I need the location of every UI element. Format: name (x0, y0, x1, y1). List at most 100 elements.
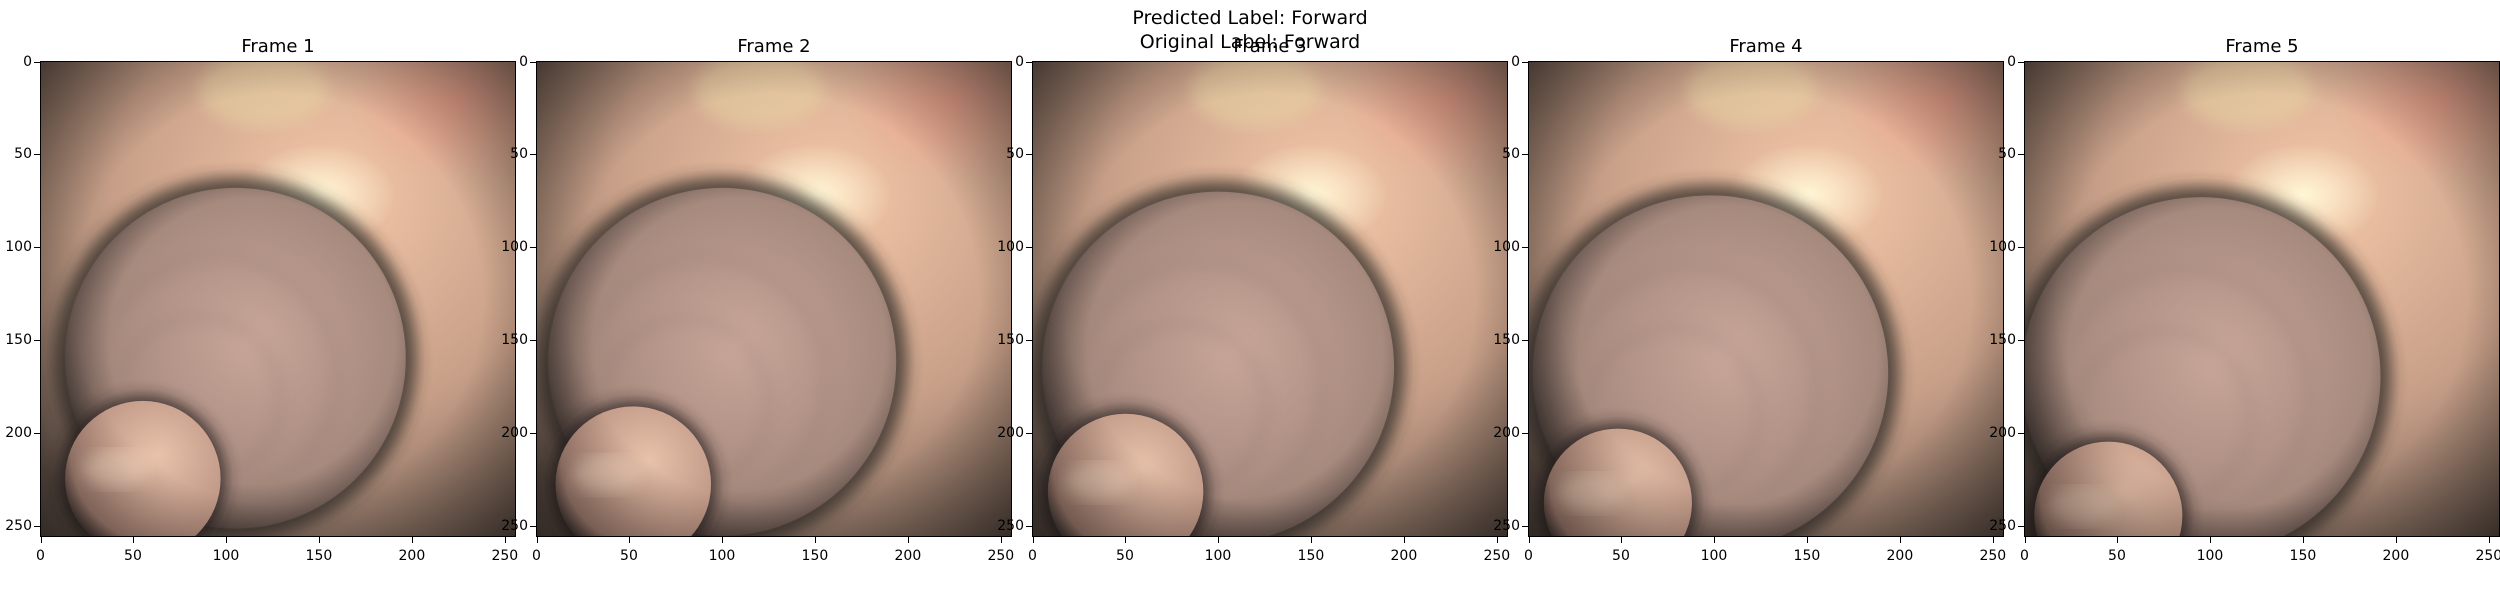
y-tick-label: 100 (1989, 238, 2016, 255)
frame-title: Frame 3 (1233, 36, 1307, 57)
y-tick-mark (1026, 153, 1032, 155)
x-tick-mark (2116, 537, 2118, 543)
x-tick-label: 100 (2196, 548, 2224, 564)
frame-image (2024, 61, 2500, 537)
y-tick-mark (1026, 246, 1032, 248)
x-tick-label: 150 (2289, 548, 2317, 564)
frame-image (1032, 61, 1508, 537)
endoscopy-frame (537, 62, 1011, 536)
y-tick-label: 0 (2007, 53, 2016, 70)
y-tick-mark (34, 153, 40, 155)
x-tick-label: 200 (894, 548, 922, 564)
y-tick-mark (1522, 153, 1528, 155)
y-tick-mark (530, 432, 536, 434)
x-tick-label: 250 (987, 548, 1015, 564)
x-tick-mark (1992, 537, 1994, 543)
x-tick-mark (40, 537, 42, 543)
y-tick-mark (34, 61, 40, 63)
y-tick-mark (34, 525, 40, 527)
y-tick-mark (1522, 246, 1528, 248)
x-tick-label: 250 (1483, 548, 1511, 564)
frame-panel-5: Frame 5 (1984, 0, 2500, 600)
x-tick-mark (318, 537, 320, 543)
x-tick-mark (225, 537, 227, 543)
y-tick-label: 0 (23, 53, 32, 70)
y-tick-label: 100 (5, 238, 32, 255)
x-tick-mark (907, 537, 909, 543)
x-tick-mark (132, 537, 134, 543)
x-tick-label: 50 (1612, 548, 1630, 564)
y-tick-mark (2018, 61, 2024, 63)
y-tick-label: 250 (501, 517, 528, 534)
x-tick-label: 250 (1979, 548, 2007, 564)
y-tick-label: 250 (5, 517, 32, 534)
y-tick-mark (34, 246, 40, 248)
frame-image (40, 61, 516, 537)
y-tick-label: 200 (501, 424, 528, 441)
predicted-label: Predicted Label: Forward (1132, 7, 1368, 29)
x-tick-mark (1124, 537, 1126, 543)
y-tick-label: 250 (1989, 517, 2016, 534)
y-tick-mark (2018, 432, 2024, 434)
x-tick-label: 50 (620, 548, 638, 564)
x-tick-mark (1806, 537, 1808, 543)
y-tick-label: 50 (1502, 145, 1520, 162)
x-tick-label: 200 (1886, 548, 1914, 564)
x-tick-mark (721, 537, 723, 543)
y-tick-label: 150 (1493, 331, 1520, 348)
y-tick-mark (34, 432, 40, 434)
x-tick-mark (628, 537, 630, 543)
x-tick-label: 0 (36, 548, 45, 564)
y-tick-label: 200 (5, 424, 32, 441)
y-tick-label: 50 (510, 145, 528, 162)
y-tick-label: 50 (14, 145, 32, 162)
x-tick-mark (536, 537, 538, 543)
x-tick-label: 0 (532, 548, 541, 564)
x-tick-mark (2488, 537, 2490, 543)
x-tick-label: 100 (212, 548, 240, 564)
y-tick-mark (530, 61, 536, 63)
y-tick-mark (1522, 525, 1528, 527)
x-tick-mark (1620, 537, 1622, 543)
x-tick-mark (411, 537, 413, 543)
x-tick-label: 200 (1390, 548, 1418, 564)
x-tick-mark (1528, 537, 1530, 543)
y-tick-mark (34, 339, 40, 341)
x-tick-mark (2209, 537, 2211, 543)
y-tick-mark (1026, 432, 1032, 434)
y-tick-label: 250 (1493, 517, 1520, 534)
figure-suptitle: Predicted Label: Forward Original Label:… (0, 6, 2500, 54)
x-tick-mark (2024, 537, 2026, 543)
endoscopy-frame (1033, 62, 1507, 536)
endoscopy-frame (2025, 62, 2499, 536)
y-tick-label: 100 (997, 238, 1024, 255)
x-tick-mark (1899, 537, 1901, 543)
y-tick-mark (1026, 525, 1032, 527)
y-tick-label: 50 (1006, 145, 1024, 162)
y-tick-label: 0 (519, 53, 528, 70)
endoscopy-frame (41, 62, 515, 536)
y-tick-mark (1522, 339, 1528, 341)
y-tick-label: 100 (501, 238, 528, 255)
y-tick-mark (530, 246, 536, 248)
y-tick-label: 0 (1015, 53, 1024, 70)
frame-image (536, 61, 1012, 537)
x-tick-label: 100 (1700, 548, 1728, 564)
y-tick-label: 100 (1493, 238, 1520, 255)
x-tick-label: 100 (708, 548, 736, 564)
y-tick-label: 150 (997, 331, 1024, 348)
x-tick-label: 250 (2475, 548, 2500, 564)
y-tick-label: 150 (1989, 331, 2016, 348)
x-tick-label: 100 (1204, 548, 1232, 564)
frame-title: Frame 4 (1729, 36, 1803, 57)
x-tick-label: 50 (124, 548, 142, 564)
x-tick-label: 150 (1793, 548, 1821, 564)
x-tick-mark (504, 537, 506, 543)
x-tick-mark (1000, 537, 1002, 543)
x-tick-label: 150 (801, 548, 829, 564)
x-tick-label: 0 (1028, 548, 1037, 564)
y-tick-label: 50 (1998, 145, 2016, 162)
y-tick-mark (1522, 432, 1528, 434)
x-tick-mark (2302, 537, 2304, 543)
frame-image (1528, 61, 2004, 537)
